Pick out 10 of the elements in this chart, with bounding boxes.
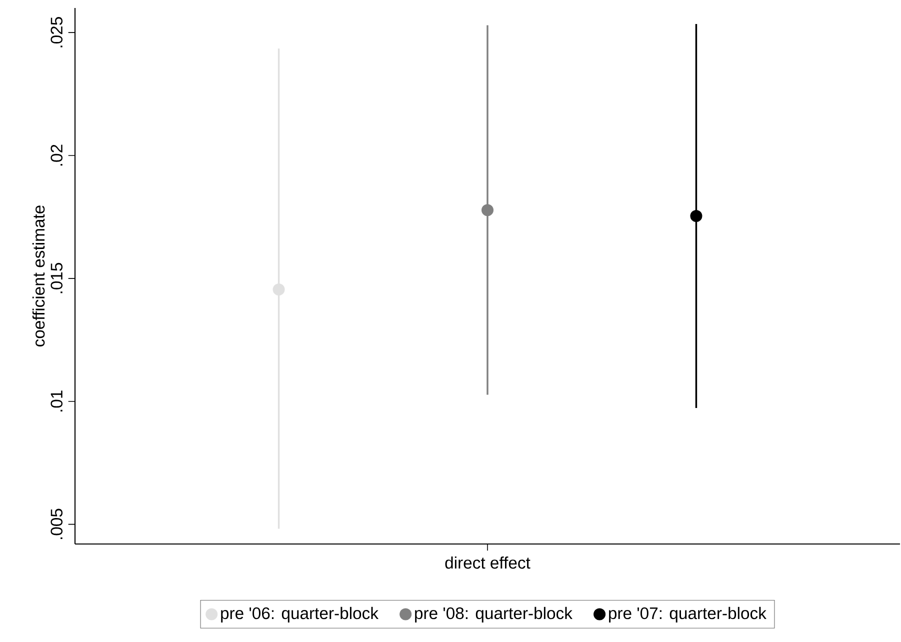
- y-tick-label: .025: [50, 17, 63, 48]
- x-tick-label: direct effect: [445, 556, 530, 569]
- legend-label: pre '07: quarter-block: [609, 606, 766, 622]
- legend-label: pre '08: quarter-block: [415, 606, 572, 622]
- y-tick-label: .01: [50, 390, 63, 412]
- y-tick-label: .015: [50, 262, 63, 294]
- y-axis-title: coefficient estimate: [32, 206, 45, 346]
- legend-label: pre '06: quarter-block: [221, 606, 379, 622]
- y-tick-label: .005: [50, 508, 63, 540]
- y-tick-label: .02: [50, 144, 63, 166]
